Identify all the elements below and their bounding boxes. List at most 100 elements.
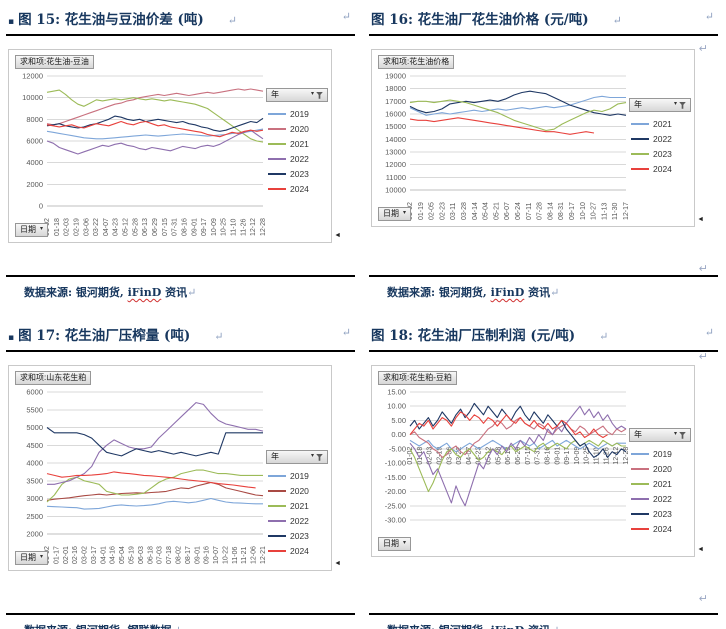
- svg-text:19000: 19000: [385, 72, 406, 81]
- svg-text:05-12: 05-12: [123, 218, 130, 236]
- svg-text:06-13: 06-13: [142, 218, 149, 236]
- svg-text:-5.00: -5.00: [389, 444, 406, 453]
- legend-filter-button[interactable]: 年 ▾: [266, 88, 328, 103]
- date-axis-button[interactable]: 日期 ▾: [15, 222, 49, 237]
- svg-text:07-31: 07-31: [172, 218, 179, 236]
- svg-text:10.00: 10.00: [387, 402, 406, 411]
- svg-text:12-17: 12-17: [623, 202, 630, 220]
- legend-swatch: [268, 534, 286, 537]
- svg-text:03-02: 03-02: [82, 546, 89, 564]
- paragraph-mark-icon: ↵: [698, 593, 708, 605]
- scroll-left-arrow[interactable]: ◄: [334, 232, 341, 239]
- chart-legend: 年 ▾ 2019 2020 2021 2022 2023 2024: [266, 88, 328, 196]
- chevron-down-icon: ▾: [310, 91, 314, 98]
- svg-text:06-24: 06-24: [515, 202, 522, 220]
- pivot-field-button[interactable]: 求和项:花生油-豆油: [15, 55, 94, 70]
- paragraph-mark-icon: ↵: [341, 326, 351, 339]
- svg-text:2000: 2000: [26, 180, 43, 189]
- svg-text:05-19: 05-19: [129, 546, 136, 564]
- scroll-left-arrow[interactable]: ◄: [697, 546, 704, 553]
- paragraph-mark-icon: ↵: [341, 10, 351, 23]
- title-rule: [369, 350, 718, 352]
- svg-text:6000: 6000: [26, 137, 43, 146]
- source-rule: [369, 613, 718, 615]
- svg-text:12-06: 12-06: [251, 546, 258, 564]
- paragraph-mark-icon: ↵: [214, 330, 224, 343]
- svg-text:09-01: 09-01: [554, 447, 561, 465]
- filter-funnel-icon: [679, 101, 686, 109]
- svg-text:10-25: 10-25: [221, 218, 228, 236]
- legend-filter-button[interactable]: 年 ▾: [629, 98, 691, 113]
- bullet-icon: ▪: [8, 17, 15, 27]
- svg-text:13000: 13000: [385, 148, 406, 157]
- date-axis-button[interactable]: 日期 ▾: [15, 550, 49, 565]
- chart-legend: 年 ▾ 2021 2022 2023 2024: [629, 98, 691, 176]
- chevron-down-icon: ▾: [403, 539, 407, 546]
- source-link: 钢联数据: [128, 624, 172, 629]
- scroll-left-arrow[interactable]: ◄: [697, 216, 704, 223]
- svg-text:2000: 2000: [26, 530, 43, 539]
- title-rule: [6, 350, 355, 352]
- pivot-field-button[interactable]: 求和项:山东花生粕: [15, 371, 92, 386]
- svg-text:16000: 16000: [385, 110, 406, 119]
- svg-text:09-17: 09-17: [569, 202, 576, 220]
- chart-16-oil-price: 求和项:花生油价格 19000 18000 17000 16000 15000 14000…: [371, 49, 704, 227]
- svg-text:12000: 12000: [22, 72, 43, 81]
- filter-funnel-icon: [316, 91, 323, 99]
- svg-text:05-28: 05-28: [132, 218, 139, 236]
- svg-text:11000: 11000: [386, 173, 406, 182]
- svg-text:15000: 15000: [385, 122, 406, 131]
- chevron-down-icon: ▾: [40, 225, 44, 232]
- legend-swatch: [631, 467, 649, 470]
- figure-16: 图 16: 花生油厂花生油价格 (元/吨) ↵ ↵ 求和项:花生油价格 19000…: [369, 6, 718, 300]
- svg-text:-10.00: -10.00: [385, 459, 406, 468]
- svg-text:07-31: 07-31: [535, 447, 542, 465]
- paragraph-mark-icon: ↵: [704, 10, 714, 23]
- legend-items: 2021 2022 2023 2024: [629, 112, 691, 176]
- legend-swatch: [268, 127, 286, 130]
- source-link: iFinD: [491, 624, 525, 629]
- svg-text:05-21: 05-21: [493, 202, 500, 220]
- svg-text:12-12: 12-12: [250, 218, 257, 236]
- svg-text:05-04: 05-04: [483, 202, 490, 220]
- svg-text:10-10: 10-10: [580, 202, 587, 220]
- svg-text:11-30: 11-30: [612, 203, 619, 220]
- svg-text:10-27: 10-27: [591, 202, 598, 220]
- legend-item: 2019: [268, 468, 328, 483]
- legend-swatch: [631, 122, 649, 125]
- legend-filter-button[interactable]: 年 ▾: [629, 428, 691, 443]
- chevron-down-icon: ▾: [673, 431, 677, 438]
- svg-text:08-14: 08-14: [547, 202, 554, 220]
- legend-swatch: [268, 474, 286, 477]
- legend-filter-button[interactable]: 年 ▾: [266, 450, 328, 465]
- svg-text:07-11: 07-11: [526, 203, 533, 220]
- svg-text:11-13: 11-13: [601, 203, 608, 220]
- legend-swatch: [631, 512, 649, 515]
- date-axis-button[interactable]: 日期 ▾: [378, 206, 412, 221]
- svg-text:07-15: 07-15: [162, 218, 169, 236]
- chevron-down-icon: ▾: [673, 101, 677, 108]
- legend-swatch: [268, 504, 286, 507]
- svg-text:11-10: 11-10: [231, 219, 238, 236]
- svg-text:12000: 12000: [385, 160, 406, 169]
- legend-item: 2024: [631, 161, 691, 176]
- paragraph-mark-icon: ↵: [227, 14, 237, 27]
- legend-item: 2023: [631, 146, 691, 161]
- figure-18: 图 18: 花生油厂压制利润 (元/吨) ↵ ↵ 求和项:花生粕-豆粕 15.00…: [369, 306, 718, 629]
- svg-text:06-03: 06-03: [138, 546, 145, 564]
- figure-18-title: 图 18: 花生油厂压制利润 (元/吨) ↵ ↵: [371, 326, 714, 344]
- svg-text:02-23: 02-23: [439, 202, 446, 220]
- legend-item: 2022: [268, 151, 328, 166]
- scroll-left-arrow[interactable]: ◄: [334, 560, 341, 567]
- pivot-field-button[interactable]: 求和项:花生粕-豆粕: [378, 371, 457, 386]
- date-axis-button[interactable]: 日期 ▾: [378, 536, 412, 551]
- svg-text:04-23: 04-23: [476, 447, 483, 465]
- svg-text:07-28: 07-28: [537, 202, 544, 220]
- svg-text:01-19: 01-19: [418, 202, 425, 220]
- pivot-field-button[interactable]: 求和项:花生油价格: [378, 55, 455, 70]
- svg-text:03-17: 03-17: [91, 546, 98, 564]
- source-rule: [6, 613, 355, 615]
- legend-swatch: [631, 497, 649, 500]
- svg-text:04-23: 04-23: [113, 218, 120, 236]
